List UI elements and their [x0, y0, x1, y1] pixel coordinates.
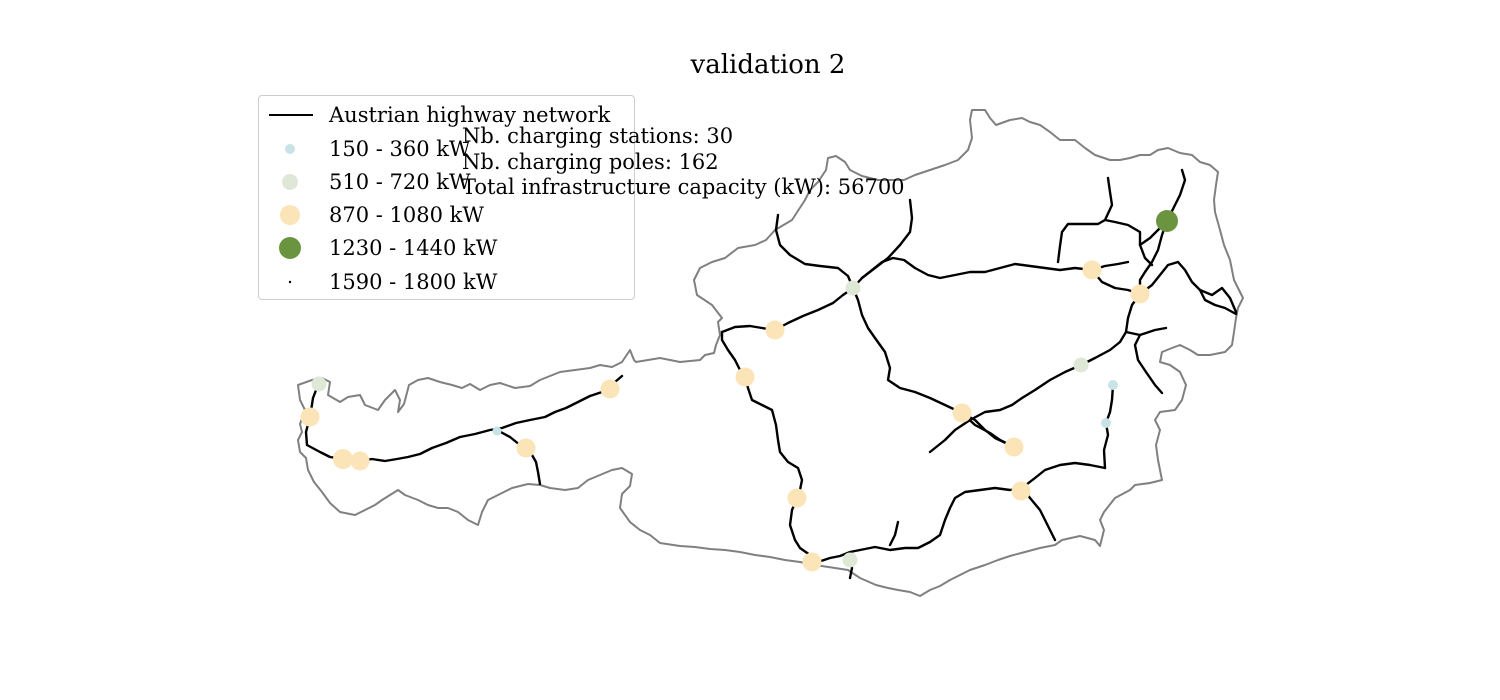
legend-label: Austrian highway network: [329, 103, 611, 127]
station-marker: [765, 320, 785, 340]
legend-item-class-5: 1590 - 1800 kW: [259, 267, 634, 297]
map-title: validation 2: [690, 50, 846, 80]
legend-label: 510 - 720 kW: [329, 170, 471, 194]
legend-label: 1590 - 1800 kW: [329, 270, 498, 294]
legend-item-class-2: 510 - 720 kW: [259, 167, 634, 197]
legend-item-class-4: 1230 - 1440 kW: [259, 233, 634, 263]
legend-label: 1230 - 1440 kW: [329, 236, 498, 260]
station-marker: [735, 367, 755, 387]
legend: Austrian highway network 150 - 360 kW 51…: [258, 95, 635, 300]
highway-network: [304, 168, 1238, 580]
marker-swatch-icon: [279, 237, 301, 259]
station-marker: [1108, 380, 1118, 390]
station-marker: [952, 403, 972, 423]
marker-swatch-icon: [288, 280, 292, 284]
station-marker: [845, 280, 861, 296]
station-marker: [802, 552, 822, 572]
station-marker: [1156, 210, 1178, 232]
infrastructure-stats: Nb. charging stations: 30 Nb. charging p…: [462, 124, 905, 201]
line-swatch-icon: [269, 114, 313, 116]
station-marker: [1130, 284, 1150, 304]
austria-border: [297, 109, 1244, 597]
legend-item-highway: Austrian highway network: [259, 100, 634, 130]
station-marker: [787, 488, 807, 508]
station-marker: [1011, 481, 1031, 501]
stations-count: Nb. charging stations: 30: [462, 124, 734, 148]
station-marker: [1073, 357, 1089, 373]
station-marker: [1004, 437, 1024, 457]
station-marker: [1101, 418, 1111, 428]
station-marker: [600, 379, 620, 399]
marker-swatch-icon: [282, 174, 298, 190]
legend-item-class-3: 870 - 1080 kW: [259, 200, 634, 230]
station-marker: [350, 451, 370, 471]
station-marker: [516, 438, 536, 458]
legend-item-class-1: 150 - 360 kW: [259, 134, 634, 164]
station-marker: [492, 426, 502, 436]
total-capacity: Total infrastructure capacity (kW): 5670…: [462, 175, 905, 199]
charging-stations: [300, 210, 1178, 572]
station-marker: [842, 552, 858, 568]
poles-count: Nb. charging poles: 162: [462, 149, 719, 174]
station-marker: [333, 449, 353, 469]
legend-label: 150 - 360 kW: [329, 137, 471, 161]
legend-label: 870 - 1080 kW: [329, 203, 484, 227]
station-marker: [300, 407, 320, 427]
station-marker: [311, 376, 327, 392]
marker-swatch-icon: [280, 205, 300, 225]
station-marker: [1082, 260, 1102, 280]
marker-swatch-icon: [285, 144, 295, 154]
